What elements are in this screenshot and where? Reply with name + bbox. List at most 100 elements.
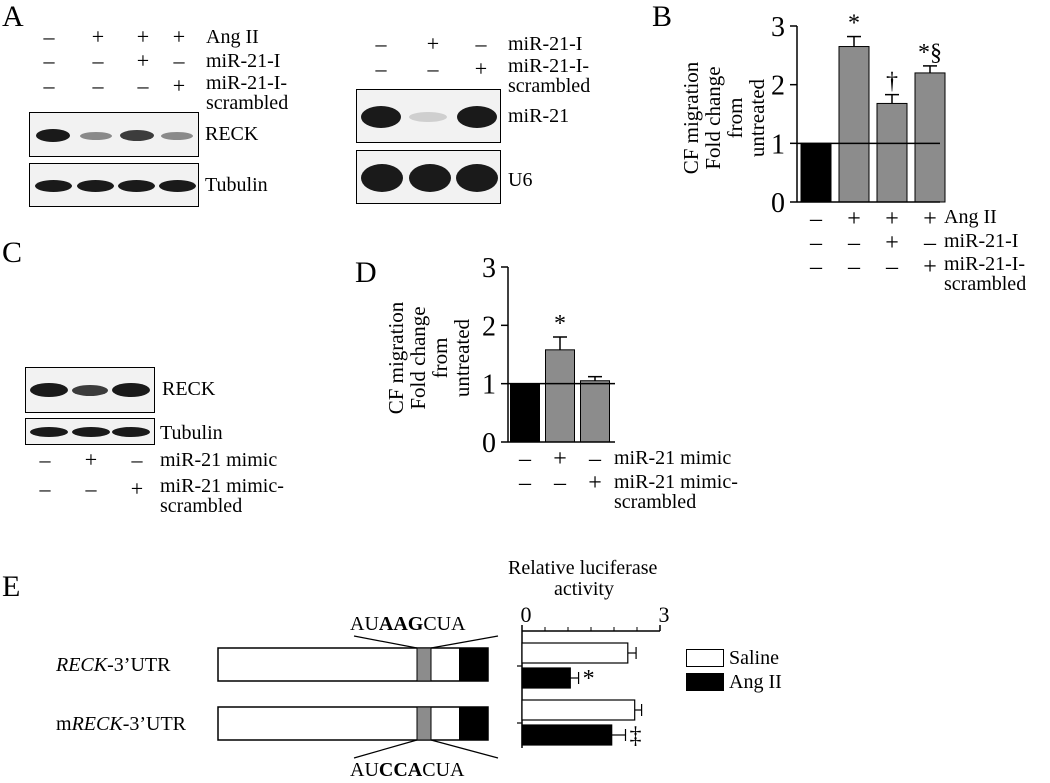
sign: – bbox=[92, 48, 104, 73]
condition-label: scrambled bbox=[614, 491, 697, 513]
sign: – bbox=[92, 73, 104, 98]
row-label: miR-21-I- bbox=[206, 72, 288, 94]
condition-sign: – bbox=[588, 446, 602, 472]
y-tick-label: 1 bbox=[482, 370, 496, 401]
construct-suffix: -3’UTR bbox=[122, 713, 187, 735]
row-label: miR-21-I bbox=[508, 33, 583, 55]
sign: – bbox=[137, 73, 149, 98]
condition-sign: + bbox=[553, 446, 567, 472]
row-label: miR-21 mimic- bbox=[160, 475, 284, 497]
bar bbox=[521, 667, 571, 689]
condition-sign: – bbox=[553, 470, 567, 496]
sign: + bbox=[172, 24, 186, 49]
condition-sign: – bbox=[847, 254, 861, 280]
construct-label-mreck: mRECK-3’UTR bbox=[56, 714, 186, 734]
condition-sign: – bbox=[809, 254, 823, 280]
legend-label-saline: Saline bbox=[729, 647, 779, 669]
blot-reck bbox=[29, 112, 199, 157]
sequence-part: CUA bbox=[422, 759, 465, 781]
panel-label-c: C bbox=[2, 236, 23, 269]
sign: – bbox=[39, 476, 51, 501]
sequence-mutated-bases: AAG bbox=[378, 613, 424, 635]
condition-sign: – bbox=[518, 446, 532, 472]
sign: + bbox=[474, 56, 488, 81]
callout-line bbox=[353, 635, 418, 649]
sequence-part: AU bbox=[350, 613, 379, 635]
row-label: Ang II bbox=[206, 26, 259, 48]
significance-marker: *§ bbox=[918, 40, 942, 66]
panel-label-b: B bbox=[652, 0, 673, 33]
sign: + bbox=[130, 476, 144, 501]
legend-swatch-angii bbox=[686, 673, 724, 691]
x-tick-label: 3 bbox=[659, 602, 670, 627]
sequence-mutant: AUCCACUA bbox=[350, 760, 464, 780]
panel-label-a: A bbox=[2, 0, 24, 33]
significance-marker: ‡ bbox=[630, 723, 642, 749]
sign: – bbox=[85, 476, 97, 501]
bar bbox=[521, 642, 629, 664]
condition-label: miR-21 mimic- bbox=[614, 471, 738, 493]
blot-tubulin bbox=[29, 163, 199, 207]
gene-name: RECK bbox=[56, 654, 108, 676]
y-tick-label: 2 bbox=[482, 311, 496, 342]
sign: – bbox=[43, 48, 55, 73]
significance-marker: † bbox=[886, 69, 898, 95]
sign: + bbox=[91, 24, 105, 49]
bar bbox=[521, 724, 613, 746]
condition-sign: – bbox=[809, 230, 823, 256]
condition-sign: + bbox=[885, 230, 899, 256]
condition-label: miR-21-I bbox=[944, 230, 1019, 252]
condition-sign: + bbox=[923, 254, 937, 280]
callout-line bbox=[353, 739, 418, 759]
row-label: scrambled bbox=[508, 75, 591, 97]
condition-sign: + bbox=[588, 470, 602, 496]
condition-sign: – bbox=[809, 206, 823, 232]
blot-tubulin bbox=[25, 418, 155, 445]
blot-mir21 bbox=[356, 89, 501, 143]
bar bbox=[521, 699, 636, 721]
condition-label: Ang II bbox=[944, 206, 997, 228]
y-tick-label: 3 bbox=[771, 12, 785, 43]
callout-line bbox=[430, 635, 499, 649]
legend-label-angii: Ang II bbox=[729, 671, 782, 693]
panel-label-d: D bbox=[355, 256, 377, 289]
sign: – bbox=[173, 48, 185, 73]
row-label: miR-21-I bbox=[206, 50, 281, 72]
y-tick-label: 0 bbox=[771, 188, 785, 219]
sequence-part: AU bbox=[350, 759, 379, 781]
callout-line bbox=[430, 739, 499, 759]
construct-suffix: -3’UTR bbox=[107, 654, 171, 676]
condition-sign: – bbox=[885, 254, 899, 280]
bar bbox=[510, 383, 540, 443]
sign: + bbox=[426, 31, 440, 56]
chart-title-line: activity bbox=[554, 578, 614, 600]
blot-label: Tubulin bbox=[160, 422, 223, 444]
utr-construct-bar bbox=[217, 706, 489, 741]
bar bbox=[876, 102, 908, 203]
blot-u6 bbox=[356, 150, 501, 204]
sequence-part: CUA bbox=[423, 613, 466, 635]
row-label: miR-21-I- bbox=[508, 55, 590, 77]
sign: – bbox=[375, 31, 387, 56]
sequence-wildtype: AUAAGCUA bbox=[350, 614, 466, 634]
condition-label: scrambled bbox=[944, 273, 1027, 295]
condition-sign: + bbox=[923, 206, 937, 232]
y-tick-label: 3 bbox=[482, 253, 496, 284]
mirna-binding-site bbox=[416, 647, 432, 682]
legend-swatch-saline bbox=[686, 649, 724, 667]
sign: – bbox=[43, 24, 55, 49]
blot-label: miR-21 bbox=[508, 105, 570, 127]
utr-end-block bbox=[459, 648, 488, 681]
sign: + bbox=[136, 24, 150, 49]
row-label: scrambled bbox=[160, 495, 243, 517]
row-label: miR-21 mimic bbox=[160, 449, 278, 471]
utr-end-block bbox=[459, 707, 488, 740]
sign: – bbox=[43, 73, 55, 98]
sequence-mutated-bases: CCA bbox=[378, 759, 423, 781]
sign: – bbox=[427, 56, 439, 81]
condition-sign: – bbox=[518, 470, 532, 496]
